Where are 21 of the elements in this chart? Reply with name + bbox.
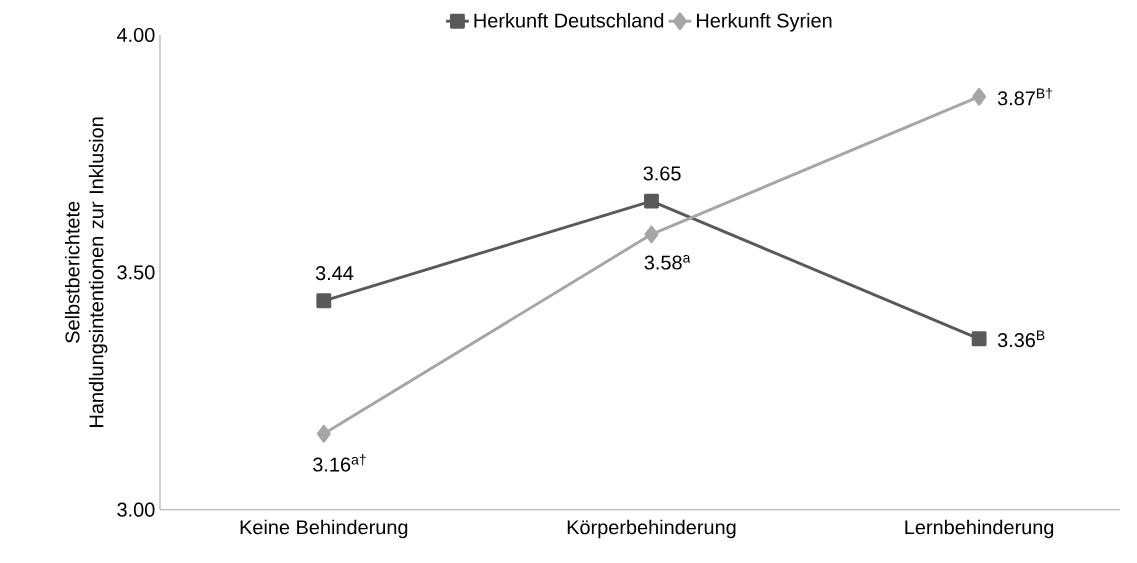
data-label: 3.58$^{a}$ — [644, 255, 691, 270]
data-label: 3.87$^{B†}$ — [997, 88, 1052, 106]
point — [644, 193, 659, 209]
data-label: 3.16$^{a†}$ — [313, 454, 366, 472]
y-tick-label: 3.00 — [117, 502, 155, 517]
x-tick-label: Keine Behinderung — [240, 519, 408, 539]
y-tick-label: 3.50 — [117, 265, 155, 280]
y-tick-label: 4.00 — [116, 27, 155, 43]
legend-label: Herkunft Syrien — [697, 12, 832, 32]
point — [644, 225, 659, 244]
point — [972, 87, 987, 106]
point — [971, 331, 987, 347]
point — [316, 424, 331, 443]
legend-label: Herkunft Deutschland — [474, 12, 664, 28]
x-tick-label: Lernbehinderung — [905, 519, 1054, 539]
data-label: 3.65 — [643, 166, 681, 181]
data-label: 3.36$^{B}$ — [997, 330, 1045, 348]
data-label: 3.44 — [315, 266, 354, 281]
point — [316, 293, 332, 309]
x-tick-label: Körperbehinderung — [567, 519, 736, 539]
y-axis-title: Selbstberichtete Handlungsintentionen zur Inklusion — [64, 117, 108, 427]
